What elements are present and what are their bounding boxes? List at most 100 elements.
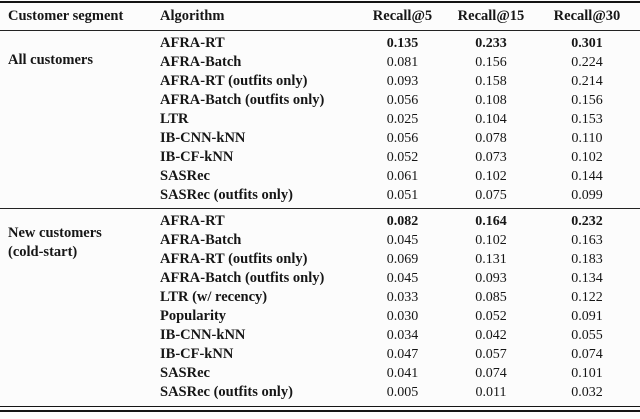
value-cell: 0.045	[386, 270, 419, 286]
value-cell: 0.134	[571, 270, 603, 286]
table-row: IB-CF-kNN 0.047 0.057 0.074	[155, 345, 640, 364]
table-row: LTR 0.025 0.104 0.153	[155, 110, 640, 129]
table-row: SASRec 0.061 0.102 0.144	[155, 167, 640, 186]
value-cell: 0.061	[386, 168, 419, 184]
algorithm-cell: SASRec	[160, 365, 210, 381]
value-cell: 0.102	[571, 149, 603, 165]
value-cell: 0.108	[475, 92, 507, 108]
table-row: SASRec 0.041 0.074 0.101	[155, 364, 640, 383]
column-header: Recall@30	[553, 8, 621, 24]
value-cell: 0.156	[571, 92, 603, 108]
value-cell: 0.030	[386, 308, 419, 324]
table-row: AFRA-RT (outfits only) 0.069 0.131 0.183	[155, 250, 640, 269]
table-row: AFRA-RT (outfits only) 0.093 0.158 0.214	[155, 72, 640, 91]
section-rows: AFRA-RT 0.082 0.164 0.232 AFRA-Batch 0.045 0.1…	[155, 212, 640, 402]
table-section: New customers (cold-start) AFRA-RT 0.082 0.1…	[0, 209, 640, 405]
value-cell: 0.073	[475, 149, 507, 165]
table-row: SASRec (outfits only) 0.005 0.011 0.032	[155, 383, 640, 402]
table-header-row: Customer segment Algorithm Recall@5 Recall@…	[0, 3, 640, 30]
value-cell: 0.099	[571, 187, 603, 203]
value-cell: 0.158	[475, 73, 507, 89]
value-cell: 0.101	[571, 365, 603, 381]
value-cell: 0.085	[475, 289, 507, 305]
value-cell: 0.301	[571, 35, 603, 51]
algorithm-cell: LTR	[160, 111, 189, 127]
value-cell: 0.233	[475, 35, 507, 51]
table-row: AFRA-Batch 0.045 0.102 0.163	[155, 231, 640, 250]
value-cell: 0.034	[386, 327, 419, 343]
table-row: AFRA-Batch 0.081 0.156 0.224	[155, 53, 640, 72]
value-cell: 0.051	[386, 187, 419, 203]
table-bottom-rule-thick	[0, 409, 640, 412]
value-cell: 0.102	[475, 168, 507, 184]
segment-label: All customers	[0, 34, 155, 205]
table-row: SASRec (outfits only) 0.051 0.075 0.099	[155, 186, 640, 205]
section-rows: AFRA-RT 0.135 0.233 0.301 AFRA-Batch 0.081 0.1…	[155, 34, 640, 205]
value-cell: 0.005	[386, 384, 419, 400]
value-cell: 0.224	[571, 54, 603, 70]
value-cell: 0.025	[386, 111, 419, 127]
value-cell: 0.052	[386, 149, 419, 165]
table-row: AFRA-RT 0.135 0.233 0.301	[155, 34, 640, 53]
value-cell: 0.078	[475, 130, 507, 146]
value-cell: 0.104	[475, 111, 507, 127]
value-cell: 0.033	[386, 289, 419, 305]
algorithm-cell: AFRA-RT	[160, 213, 225, 229]
algorithm-cell: SASRec	[160, 168, 210, 184]
value-cell: 0.041	[386, 365, 419, 381]
algorithm-cell: AFRA-RT	[160, 35, 225, 51]
table-row: IB-CF-kNN 0.052 0.073 0.102	[155, 148, 640, 167]
value-cell: 0.091	[571, 308, 603, 324]
table-bottom-rule-thin	[0, 406, 640, 407]
algorithm-cell: AFRA-Batch	[160, 54, 242, 70]
algorithm-cell: AFRA-Batch (outfits only)	[160, 92, 325, 108]
algorithm-cell: SASRec (outfits only)	[160, 187, 293, 203]
value-cell: 0.052	[475, 308, 507, 324]
algorithm-cell: AFRA-Batch	[160, 232, 242, 248]
table-section: All customers AFRA-RT 0.135 0.233 0.301 AFRA-…	[0, 31, 640, 208]
table-header-rule	[0, 30, 640, 31]
column-header: Customer segment	[8, 8, 124, 24]
value-cell: 0.055	[571, 327, 603, 343]
table-row: IB-CNN-kNN 0.034 0.042 0.055	[155, 326, 640, 345]
value-cell: 0.047	[386, 346, 419, 362]
algorithm-cell: AFRA-RT (outfits only)	[160, 251, 308, 267]
value-cell: 0.183	[571, 251, 603, 267]
value-cell: 0.232	[571, 213, 603, 229]
value-cell: 0.045	[386, 232, 419, 248]
algorithm-cell: SASRec (outfits only)	[160, 384, 293, 400]
table-row: IB-CNN-kNN 0.056 0.078 0.110	[155, 129, 640, 148]
value-cell: 0.056	[386, 130, 419, 146]
table-row: AFRA-Batch (outfits only) 0.056 0.108 0.156	[155, 91, 640, 110]
algorithm-cell: IB-CNN-kNN	[160, 130, 246, 146]
column-header: Recall@15	[457, 8, 525, 24]
algorithm-cell: Popularity	[160, 308, 227, 324]
value-cell: 0.056	[386, 92, 419, 108]
segment-label: New customers (cold-start)	[0, 212, 155, 402]
table-row: AFRA-RT 0.082 0.164 0.232	[155, 212, 640, 231]
value-cell: 0.156	[475, 54, 507, 70]
value-cell: 0.011	[475, 384, 507, 400]
value-cell: 0.164	[475, 213, 507, 229]
value-cell: 0.069	[386, 251, 419, 267]
table-top-rule	[0, 1, 640, 3]
value-cell: 0.110	[571, 130, 603, 146]
column-header: Recall@5	[372, 8, 433, 24]
segment-label-line: (cold-start)	[8, 244, 78, 260]
section-divider-rule	[0, 208, 640, 209]
algorithm-cell: IB-CF-kNN	[160, 346, 234, 362]
table-row: Popularity 0.030 0.052 0.091	[155, 307, 640, 326]
value-cell: 0.102	[475, 232, 507, 248]
algorithm-cell: AFRA-Batch (outfits only)	[160, 270, 325, 286]
value-cell: 0.093	[386, 73, 419, 89]
table-row: LTR (w/ recency) 0.033 0.085 0.122	[155, 288, 640, 307]
column-header: Algorithm	[160, 8, 225, 24]
value-cell: 0.032	[571, 384, 603, 400]
value-cell: 0.074	[571, 346, 603, 362]
value-cell: 0.082	[386, 213, 419, 229]
table-row: AFRA-Batch (outfits only) 0.045 0.093 0.134	[155, 269, 640, 288]
value-cell: 0.081	[386, 54, 419, 70]
segment-label-line: All customers	[8, 52, 93, 68]
value-cell: 0.144	[571, 168, 603, 184]
